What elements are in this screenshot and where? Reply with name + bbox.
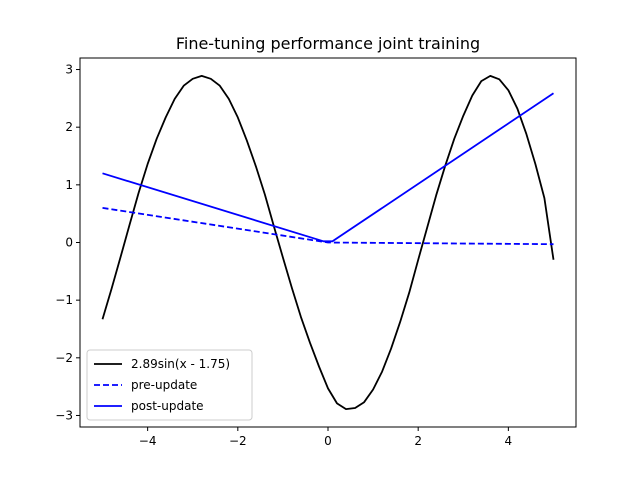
y-tick-label: 1 bbox=[65, 178, 73, 192]
legend-box bbox=[86, 349, 253, 421]
legend: 2.89sin(x - 1.75) pre-update post-update bbox=[86, 349, 253, 421]
y-axis: −3 −2 −1 0 1 2 3 bbox=[55, 63, 80, 422]
x-tick-label: −4 bbox=[139, 434, 157, 448]
series-line-0 bbox=[101, 75, 555, 411]
x-tick-label: −2 bbox=[229, 434, 247, 448]
x-tick-label: 4 bbox=[505, 434, 513, 448]
series-line-1 bbox=[102, 207, 554, 246]
x-axis: −4 −2 0 2 4 bbox=[139, 427, 512, 448]
x-tick-label: 0 bbox=[324, 434, 332, 448]
series-line-2 bbox=[102, 92, 555, 243]
y-tick-label: 2 bbox=[65, 120, 73, 134]
y-tick-label: −1 bbox=[55, 293, 73, 307]
legend-label-2: post-update bbox=[131, 399, 204, 413]
y-tick-label: 3 bbox=[65, 63, 73, 77]
legend-label-1: pre-update bbox=[131, 378, 197, 392]
y-tick-label: −3 bbox=[55, 408, 73, 422]
chart-title: Fine-tuning performance joint training bbox=[176, 34, 480, 53]
legend-label-0: 2.89sin(x - 1.75) bbox=[131, 357, 230, 371]
y-tick-label: 0 bbox=[65, 236, 73, 250]
y-tick-label: −2 bbox=[55, 351, 73, 365]
x-tick-label: 2 bbox=[414, 434, 422, 448]
plot-series bbox=[101, 75, 555, 411]
